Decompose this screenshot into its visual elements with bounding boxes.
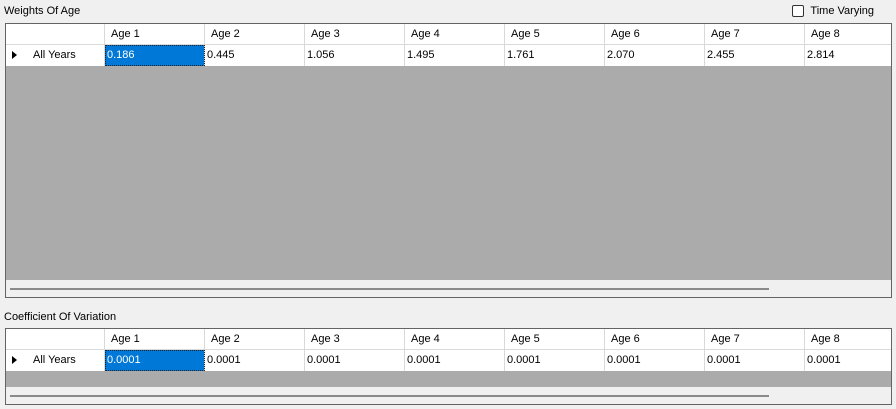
weights-col-header[interactable]: Age 1 [105, 24, 205, 44]
cv-horizontal-scrollbar[interactable] [6, 387, 891, 404]
weights-corner-cell[interactable] [6, 24, 105, 44]
weights-col-header[interactable]: Age 6 [605, 24, 705, 44]
cv-col-header[interactable]: Age 2 [205, 329, 305, 349]
scrollbar-thumb[interactable] [10, 288, 769, 290]
cv-col-header[interactable]: Age 8 [805, 329, 891, 349]
weights-cell[interactable]: 1.761 [505, 45, 605, 66]
weights-col-header[interactable]: Age 4 [405, 24, 505, 44]
cv-col-header[interactable]: Age 3 [305, 329, 405, 349]
cv-col-header[interactable]: Age 1 [105, 329, 205, 349]
cv-cell[interactable]: 0.0001 [205, 350, 305, 371]
cv-col-header[interactable]: Age 4 [405, 329, 505, 349]
cv-row-header[interactable]: All Years [6, 350, 105, 371]
cv-row-label: All Years [33, 354, 76, 366]
weights-col-header[interactable]: Age 5 [505, 24, 605, 44]
time-varying-label: Time Varying [810, 5, 874, 17]
weights-col-header[interactable]: Age 8 [805, 24, 891, 44]
triangle-right-icon [12, 356, 17, 364]
cv-cell[interactable]: 0.0001 [605, 350, 705, 371]
weights-grid[interactable]: Age 1 Age 2 Age 3 Age 4 Age 5 Age 6 Age … [5, 23, 892, 298]
cv-corner-cell[interactable] [6, 329, 105, 349]
cv-title: Coefficient Of Variation [4, 311, 117, 323]
scrollbar-thumb[interactable] [10, 395, 769, 397]
weights-header-row: Age 1 Age 2 Age 3 Age 4 Age 5 Age 6 Age … [6, 24, 891, 44]
cv-cell[interactable]: 0.0001 [805, 350, 891, 371]
weights-title: Weights Of Age [4, 5, 81, 17]
weights-data-row: All Years 0.186 0.445 1.056 1.495 1.761 … [6, 44, 891, 66]
weights-cell[interactable]: 2.455 [705, 45, 805, 66]
weights-cell[interactable]: 1.495 [405, 45, 505, 66]
weights-row-label: All Years [33, 49, 76, 61]
weights-cell[interactable]: 0.445 [205, 45, 305, 66]
cv-col-header[interactable]: Age 6 [605, 329, 705, 349]
cv-cell[interactable]: 0.0001 [705, 350, 805, 371]
weights-cell[interactable]: 2.070 [605, 45, 705, 66]
weights-col-header[interactable]: Age 7 [705, 24, 805, 44]
weights-cell[interactable]: 1.056 [305, 45, 405, 66]
cv-col-header[interactable]: Age 5 [505, 329, 605, 349]
cv-cell[interactable]: 0.0001 [105, 350, 205, 371]
cv-cell[interactable]: 0.0001 [505, 350, 605, 371]
weights-col-header[interactable]: Age 2 [205, 24, 305, 44]
cv-grid[interactable]: Age 1 Age 2 Age 3 Age 4 Age 5 Age 6 Age … [5, 328, 892, 405]
cv-header-row: Age 1 Age 2 Age 3 Age 4 Age 5 Age 6 Age … [6, 329, 891, 349]
cv-col-header[interactable]: Age 7 [705, 329, 805, 349]
checkbox-icon[interactable] [792, 5, 805, 17]
triangle-right-icon [12, 51, 17, 59]
weights-row-header[interactable]: All Years [6, 45, 105, 66]
cv-cell[interactable]: 0.0001 [405, 350, 505, 371]
weights-col-header[interactable]: Age 3 [305, 24, 405, 44]
weights-cell[interactable]: 2.814 [805, 45, 891, 66]
weights-horizontal-scrollbar[interactable] [6, 280, 891, 297]
weights-cell[interactable]: 0.186 [105, 45, 205, 66]
cv-cell[interactable]: 0.0001 [305, 350, 405, 371]
time-varying-checkbox[interactable]: Time Varying [792, 5, 874, 17]
cv-data-row: All Years 0.0001 0.0001 0.0001 0.0001 0.… [6, 349, 891, 371]
